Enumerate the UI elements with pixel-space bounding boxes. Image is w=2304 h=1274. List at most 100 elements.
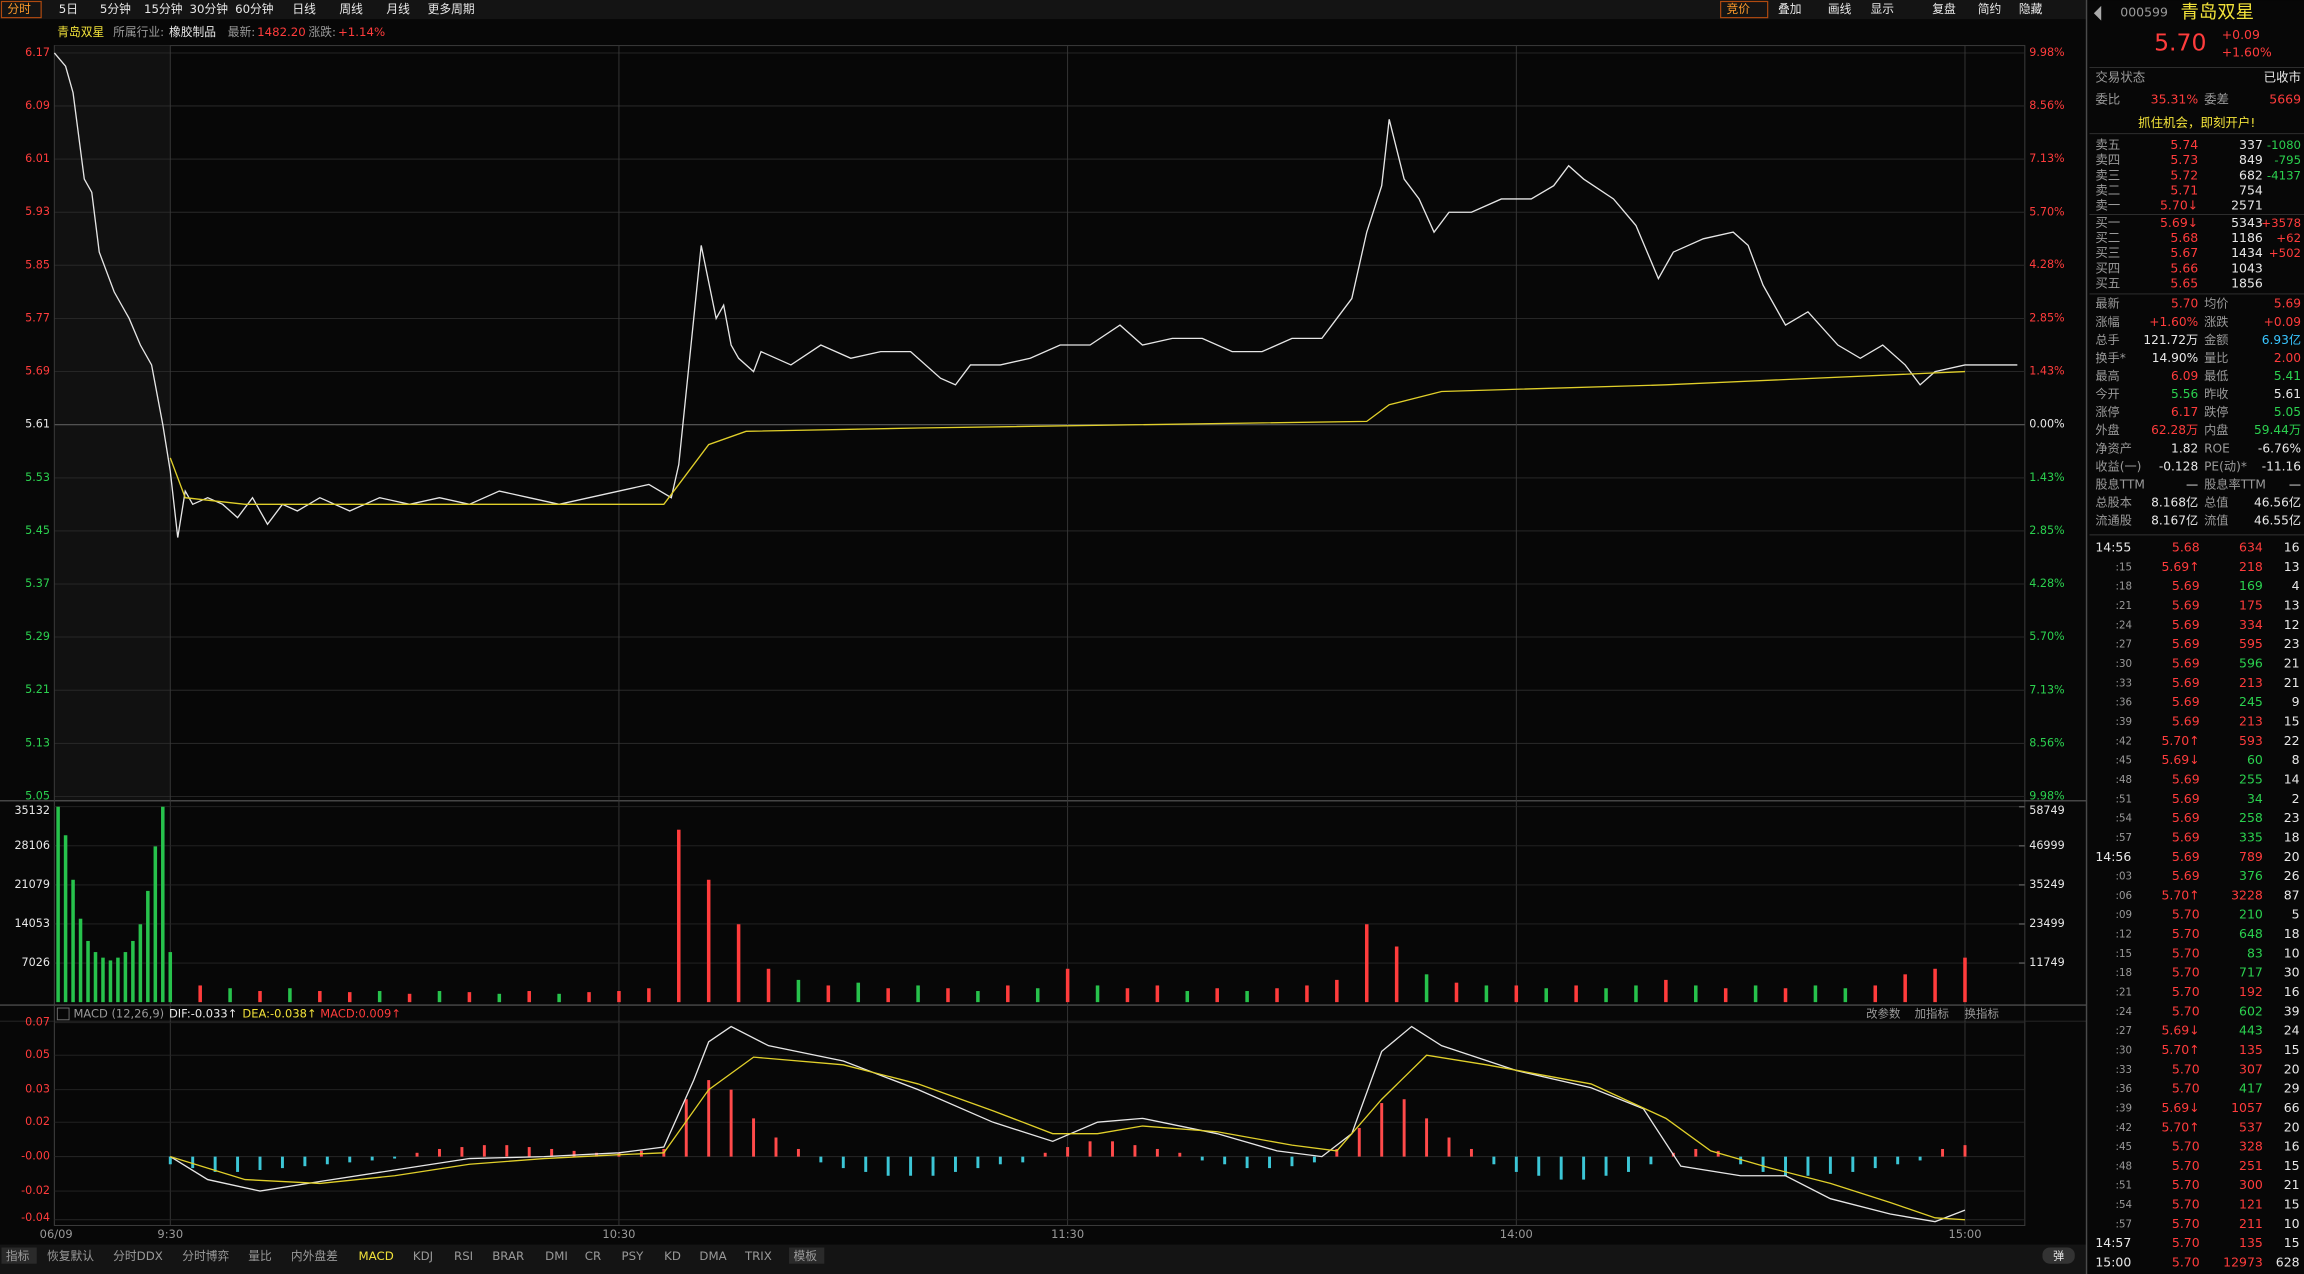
tick-time: :48 [2116, 774, 2133, 786]
tick-price: 5.70 [2172, 1235, 2200, 1250]
toolbar-button[interactable]: 叠加 [1778, 2, 1801, 16]
tick-volume: 121 [2239, 1197, 2263, 1212]
tick-count: 16 [2284, 1139, 2300, 1154]
bottom-tab[interactable]: KDJ [413, 1249, 433, 1263]
tick-volume: 135 [2239, 1235, 2263, 1250]
bottom-tab[interactable]: MACD [359, 1249, 394, 1263]
macd-button[interactable]: 改参数 [1866, 1006, 1901, 1020]
toolbar-button[interactable]: 显示 [1871, 2, 1895, 16]
bottom-tab[interactable]: BRAR [492, 1249, 524, 1263]
book-label: 卖四 [2095, 152, 2120, 167]
volume-bar [946, 988, 950, 1003]
toolbar-button[interactable]: 画线 [1828, 2, 1852, 16]
bottom-tab[interactable]: 模板 [793, 1249, 817, 1263]
macd-bar [550, 1148, 554, 1157]
stat-label: 换手* [2095, 351, 2125, 365]
bottom-tab[interactable]: PSY [622, 1249, 645, 1263]
toolbar-button[interactable]: 复盘 [1932, 2, 1956, 16]
macd-bar [415, 1152, 419, 1157]
tick-count: 15 [2284, 1158, 2300, 1173]
bottom-tab[interactable]: 内外盘差 [291, 1249, 338, 1263]
change-pct: +1.60% [2222, 44, 2272, 59]
volume-bar [1155, 985, 1160, 1003]
prev-arrow[interactable] [2093, 5, 2102, 21]
tick-volume: 213 [2239, 714, 2263, 729]
bottom-tab[interactable]: CR [585, 1249, 601, 1263]
book-change: +3578 [2261, 216, 2301, 230]
macd-bar [1066, 1147, 1070, 1157]
stat-value: 46.56亿 [2254, 494, 2301, 509]
book-price: 5.66 [2170, 260, 2198, 275]
ad-link[interactable]: 抓住机会，即刻开户! [2138, 115, 2255, 130]
macd-bar [1290, 1156, 1294, 1167]
book-price: 5.69↓ [2160, 215, 2198, 230]
macd-bar [1559, 1156, 1563, 1180]
volume-bar [1335, 979, 1339, 1003]
toolbar-tab[interactable]: 15分钟 [144, 2, 182, 16]
toolbar-button[interactable]: 隐藏 [2019, 2, 2043, 16]
tick-count: 8 [2292, 752, 2300, 767]
stat-label: 今开 [2095, 386, 2119, 401]
volume-bar [288, 988, 292, 1003]
toolbar-tab[interactable]: 5分钟 [100, 2, 131, 16]
stat-label: 涨幅 [2095, 314, 2119, 329]
toggle-label[interactable]: 弹 [2053, 1248, 2064, 1262]
ratio: 35.31% [2151, 91, 2199, 106]
macd-button[interactable]: 换指标 [1965, 1006, 1999, 1020]
tick-volume: 3228 [2231, 887, 2263, 902]
macd-button[interactable]: 加指标 [1915, 1006, 1949, 1020]
toolbar-button[interactable]: 竞价 [1727, 2, 1751, 16]
toolbar-tab[interactable]: 分时 [7, 2, 31, 16]
macd-bar [774, 1137, 778, 1157]
macd-bar [1492, 1156, 1496, 1165]
book-price: 5.72 [2170, 167, 2198, 182]
bottom-tab[interactable]: RSI [454, 1249, 473, 1263]
tick-volume: 307 [2239, 1061, 2263, 1076]
toolbar-tab[interactable]: 月线 [386, 2, 410, 16]
macd-bar [1335, 1148, 1339, 1157]
macd-bar [886, 1156, 890, 1176]
volume-bar [161, 806, 165, 1003]
bottom-tab[interactable]: DMI [545, 1249, 568, 1263]
bottom-tab[interactable]: 分时博弈 [182, 1249, 229, 1263]
toolbar-tab[interactable]: 30分钟 [190, 2, 228, 16]
toolbar-button[interactable]: 简约 [1978, 2, 2002, 16]
bottom-tab[interactable]: 量比 [248, 1249, 272, 1263]
toolbar-tab[interactable]: 更多周期 [428, 2, 475, 16]
stat-value: 2.00 [2274, 351, 2301, 365]
stat-label: 总值 [2204, 494, 2228, 509]
volume-tick-label-right: 23499 [2029, 917, 2065, 930]
macd-bar [998, 1156, 1002, 1165]
toggle[interactable] [2042, 1247, 2075, 1264]
book-volume: 682 [2239, 167, 2263, 182]
bottom-tab[interactable]: KD [664, 1249, 681, 1263]
volume-bar [796, 979, 801, 1003]
book-label: 买一 [2095, 215, 2120, 230]
toolbar-tab[interactable]: 周线 [339, 2, 363, 16]
volume-bar [677, 829, 681, 1003]
macd-bar [1447, 1137, 1451, 1157]
tick-price: 5.70 [2172, 945, 2200, 960]
bottom-tab[interactable]: TRIX [744, 1249, 772, 1263]
volume-bar [1125, 988, 1130, 1003]
volume-bar [766, 968, 771, 1003]
toolbar-tab[interactable]: 5日 [59, 2, 78, 16]
bottom-tab[interactable]: 指标 [6, 1249, 30, 1263]
tick-time: :39 [2116, 716, 2133, 728]
volume-bar [617, 991, 621, 1003]
book-volume: 754 [2239, 182, 2263, 197]
book-volume: 5343 [2231, 215, 2263, 230]
macd-bar [796, 1148, 800, 1157]
bottom-tab[interactable]: DMA [699, 1249, 726, 1263]
macd-menu-icon[interactable] [56, 1007, 70, 1021]
bottom-tab[interactable]: 恢复默认 [47, 1249, 94, 1263]
macd-bar [1380, 1103, 1384, 1157]
toolbar-tab[interactable]: 日线 [292, 2, 316, 16]
toolbar-tab[interactable]: 60分钟 [235, 2, 273, 16]
tick-count: 24 [2284, 1023, 2300, 1038]
bottom-tab[interactable]: 分时DDX [113, 1249, 163, 1263]
volume-bar [1813, 985, 1818, 1003]
volume-bar [407, 993, 412, 1003]
dea-line [170, 1054, 1966, 1221]
macd-bar [1200, 1156, 1204, 1161]
